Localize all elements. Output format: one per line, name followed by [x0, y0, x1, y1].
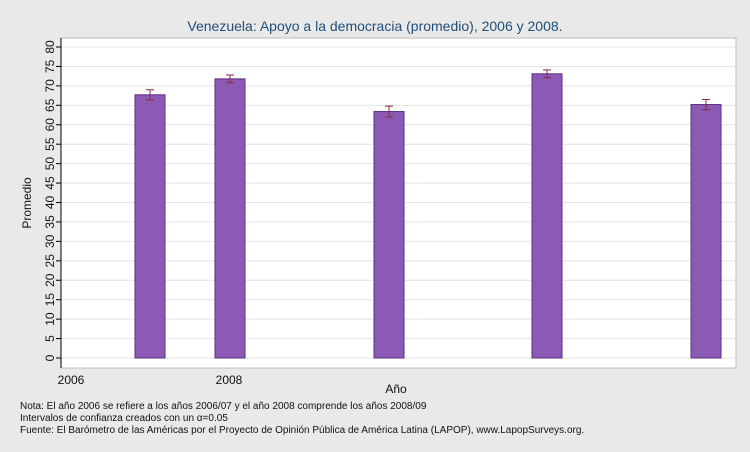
- y-tick-label: 40: [43, 196, 57, 210]
- chart-title: Venezuela: Apoyo a la democracia (promed…: [187, 18, 562, 34]
- y-tick-label: 75: [43, 59, 57, 73]
- y-axis-label: Promedio: [20, 177, 34, 229]
- error-bar: [385, 105, 393, 118]
- y-tick-label: 70: [43, 79, 57, 93]
- y-tick-label: 10: [43, 312, 57, 326]
- y-tick-label: 55: [43, 137, 57, 151]
- bars: [134, 73, 722, 359]
- y-tick-label: 15: [43, 293, 57, 307]
- y-tick-label: 60: [43, 118, 57, 132]
- error-bar: [226, 74, 234, 84]
- y-tick-label: 25: [43, 254, 57, 268]
- y-tick-label: 45: [43, 176, 57, 190]
- y-tick-label: 20: [43, 273, 57, 287]
- y-tick-label: 80: [43, 40, 57, 54]
- x-ticks: 2006 2008: [58, 373, 243, 387]
- x-tick-label: 2006: [58, 373, 85, 387]
- bar: [373, 111, 405, 359]
- y-tick-label: 50: [43, 157, 57, 171]
- x-axis-label: Año: [385, 382, 407, 396]
- bar: [134, 94, 166, 359]
- error-bar: [702, 98, 710, 111]
- confidence-note: Intervalos de confianza creados con un α…: [20, 413, 228, 424]
- error-bar: [146, 89, 154, 101]
- bar: [690, 104, 722, 359]
- y-tick-label: 30: [43, 234, 57, 248]
- y-ticks: 0 5 10 15 20 25 30 35 40 45 50 55 60 65 70 75 80: [43, 40, 61, 361]
- y-tick-label: 35: [43, 215, 57, 229]
- y-tick-label: 65: [43, 98, 57, 112]
- bar: [214, 78, 246, 359]
- error-bars: [146, 69, 710, 118]
- source-note: Fuente: El Barómetro de las Américas por…: [20, 425, 585, 436]
- note-line: Nota: El año 2006 se refiere a los años …: [20, 401, 427, 412]
- y-tick-label: 0: [43, 354, 57, 361]
- x-tick-label: 2008: [216, 373, 243, 387]
- y-tick-label: 5: [43, 335, 57, 342]
- error-bar: [543, 69, 551, 79]
- bar: [531, 73, 563, 359]
- chart-notes: Nota: El año 2006 se refiere a los años …: [20, 401, 584, 437]
